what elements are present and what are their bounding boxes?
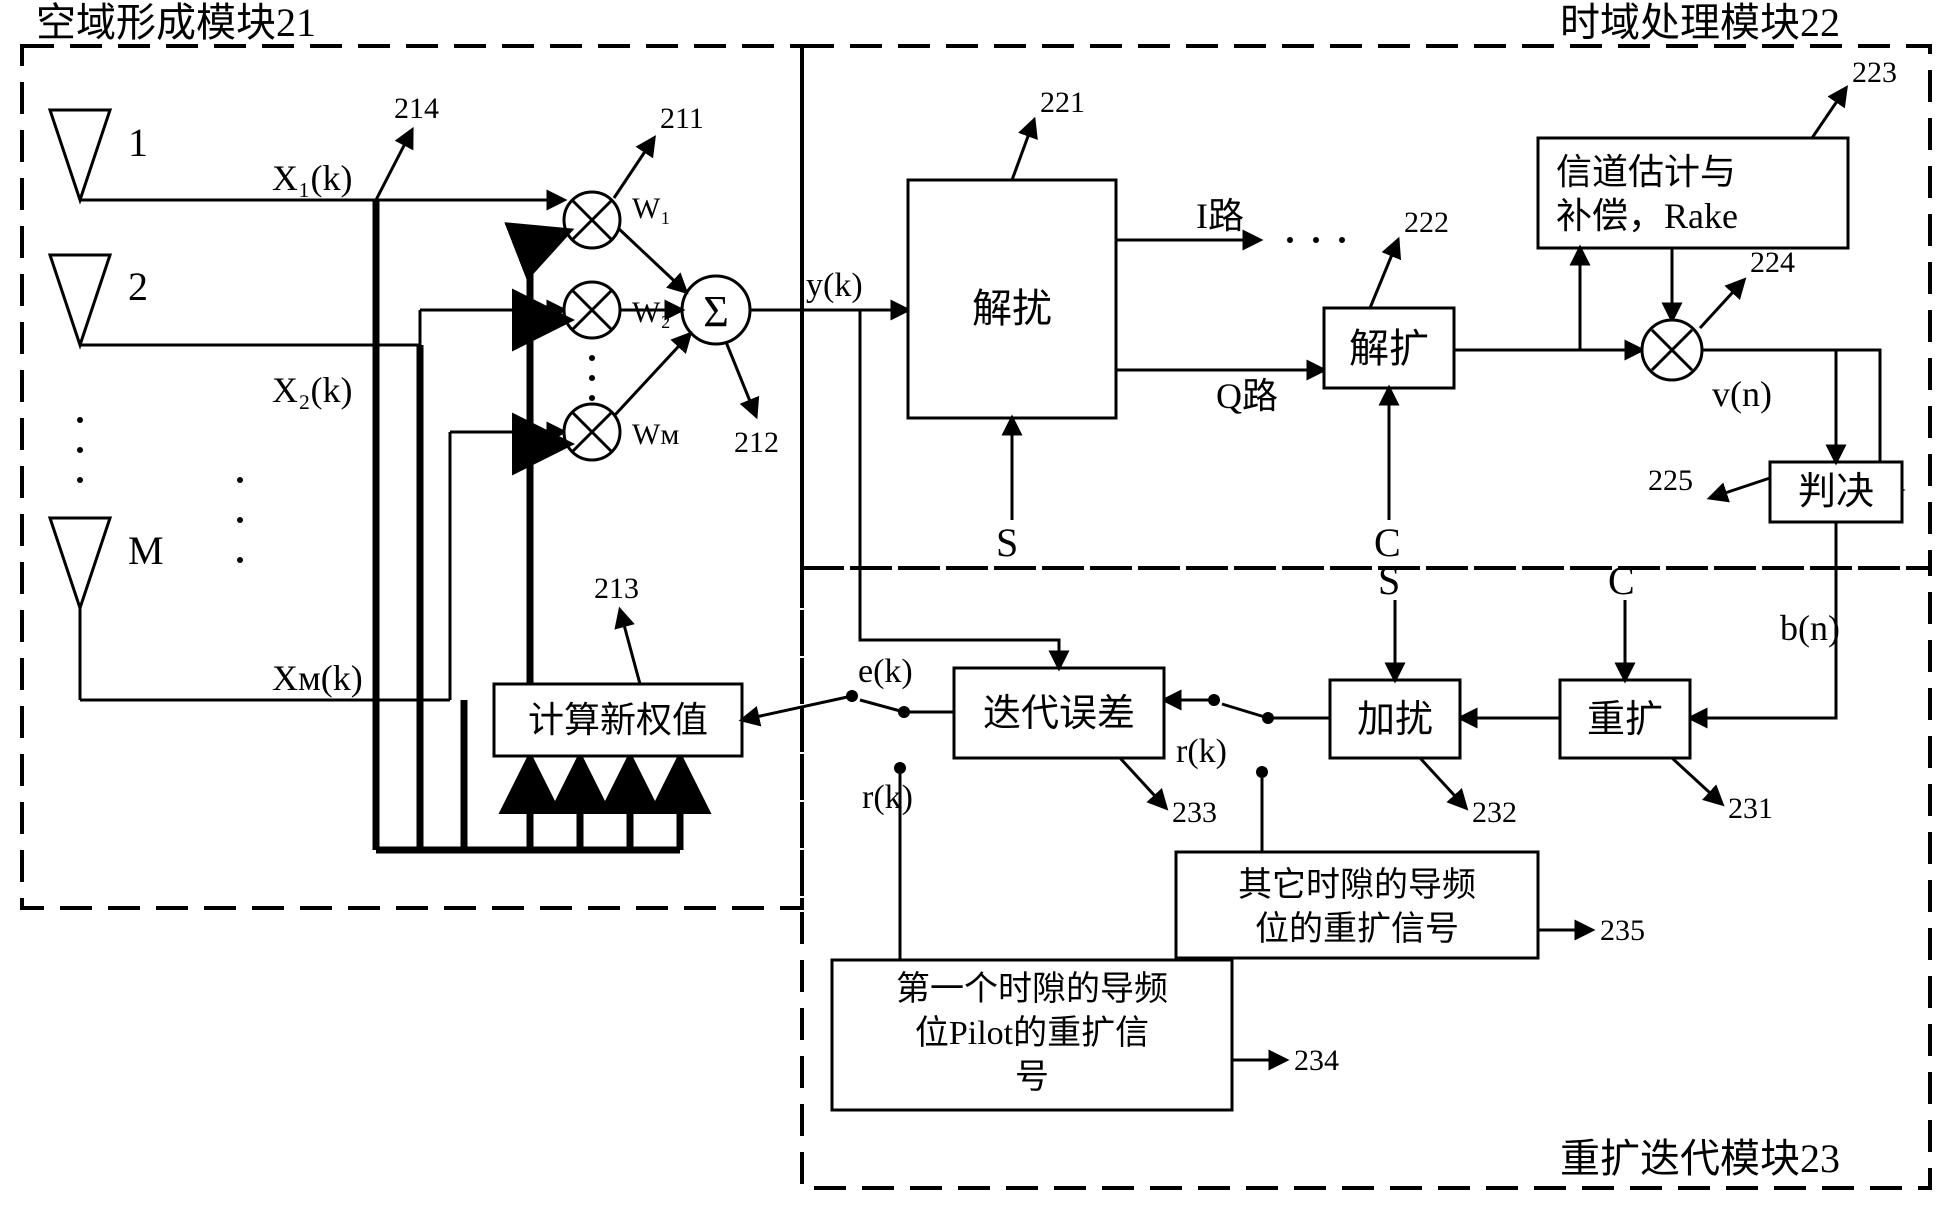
antenna-2: 2 [50, 255, 148, 345]
block-weights-label: 计算新权值 [528, 700, 708, 740]
ref-234: 234 [1294, 1044, 1339, 1077]
label-x2: X₂(k) [272, 370, 353, 410]
ref-233: 233 [1172, 796, 1217, 829]
ref-214: 214 [394, 92, 439, 125]
antenna-1-label: 1 [128, 120, 148, 165]
ref-211: 211 [660, 102, 704, 135]
block-chest-line2: 补偿，Rake [1556, 196, 1738, 236]
ref-232-arrow [1420, 758, 1466, 808]
antenna-M-label: M [128, 528, 164, 573]
ref-223-arrow [1812, 88, 1846, 138]
sw1-arm [860, 700, 904, 712]
summer-label: Σ [703, 287, 729, 336]
label-xm: Xᴍ(k) [272, 658, 363, 698]
vdots-mults [589, 355, 595, 401]
ref-222-arrow [1370, 240, 1398, 308]
block-descramble-label: 解扰 [972, 286, 1052, 331]
label-S1: S [996, 520, 1018, 565]
summer: Σ [682, 276, 750, 344]
ref-222: 222 [1404, 206, 1449, 239]
antenna-M: M [50, 518, 164, 608]
block-scramble-label: 加扰 [1357, 699, 1433, 741]
label-e: e(k) [858, 653, 913, 690]
ref-231: 231 [1728, 792, 1773, 825]
sw1-b [894, 762, 906, 774]
ref-225: 225 [1648, 464, 1693, 497]
ref-221: 221 [1040, 86, 1085, 119]
mul-w2 [564, 282, 620, 338]
mul-224 [1642, 320, 1702, 380]
label-r1: r(k) [1176, 733, 1227, 770]
module-spatial-title: 空域形成模块21 [36, 0, 316, 45]
sw1-to-weights [742, 696, 852, 720]
mul-w1 [564, 192, 620, 248]
block-iterr-label: 迭代误差 [983, 693, 1135, 735]
ref-213: 213 [594, 572, 639, 605]
ref-212-arrow [726, 342, 756, 416]
block-respread-label: 重扩 [1587, 699, 1663, 741]
wm-to-sum [614, 334, 690, 416]
ref-224-arrow [1700, 280, 1744, 328]
label-Q: Q路 [1216, 376, 1278, 416]
block-despread-label: 解扩 [1349, 326, 1429, 371]
mul-wm [564, 404, 620, 460]
label-w1: W₁ [632, 192, 671, 225]
pilot-first-l3: 号 [1015, 1059, 1049, 1096]
label-S2: S [1378, 558, 1400, 603]
antenna-2-label: 2 [128, 264, 148, 309]
sw2-arm [1222, 704, 1268, 718]
ref-225-arrow [1710, 478, 1770, 498]
label-v: v(n) [1712, 374, 1772, 414]
label-w2: W₂ [632, 296, 671, 329]
pilot-first-l1: 第一个时隙的导频 [896, 970, 1168, 1008]
module-time-title: 时域处理模块22 [1560, 0, 1840, 45]
ref-223: 223 [1852, 56, 1897, 89]
ref-233-arrow [1120, 758, 1166, 808]
pilot-other-l1: 其它时隙的导频 [1238, 866, 1476, 904]
bus-to-w1 [530, 232, 566, 246]
block-chest-line1: 信道估计与 [1556, 152, 1736, 192]
label-wm: Wᴍ [632, 418, 679, 451]
pilot-other-l2: 位的重扩信号 [1255, 910, 1459, 948]
dots-I [1287, 237, 1345, 243]
ref-235: 235 [1600, 914, 1645, 947]
ref-214-arrow [376, 130, 412, 200]
w1-to-sum [618, 228, 686, 292]
ref-221-arrow [1012, 120, 1034, 180]
ref-213-arrow [620, 610, 640, 684]
antenna-1: 1 [50, 110, 148, 200]
label-b: b(n) [1780, 608, 1840, 648]
ref-212: 212 [734, 426, 779, 459]
ref-224: 224 [1750, 246, 1795, 279]
label-y: y(k) [806, 267, 863, 304]
label-x1: X₁(k) [272, 158, 353, 198]
ref-211-arrow [614, 138, 654, 198]
label-I: I路 [1196, 196, 1244, 236]
module-respread-title: 重扩迭代模块23 [1560, 1136, 1840, 1181]
ref-232: 232 [1472, 796, 1517, 829]
label-r2: r(k) [862, 779, 913, 816]
block-decision-label: 判决 [1798, 471, 1874, 513]
ref-231-arrow [1672, 758, 1722, 804]
label-C2: C [1608, 558, 1635, 603]
sw2-b [1256, 766, 1268, 778]
pilot-first-l2: 位Pilot的重扩信 [915, 1014, 1149, 1052]
